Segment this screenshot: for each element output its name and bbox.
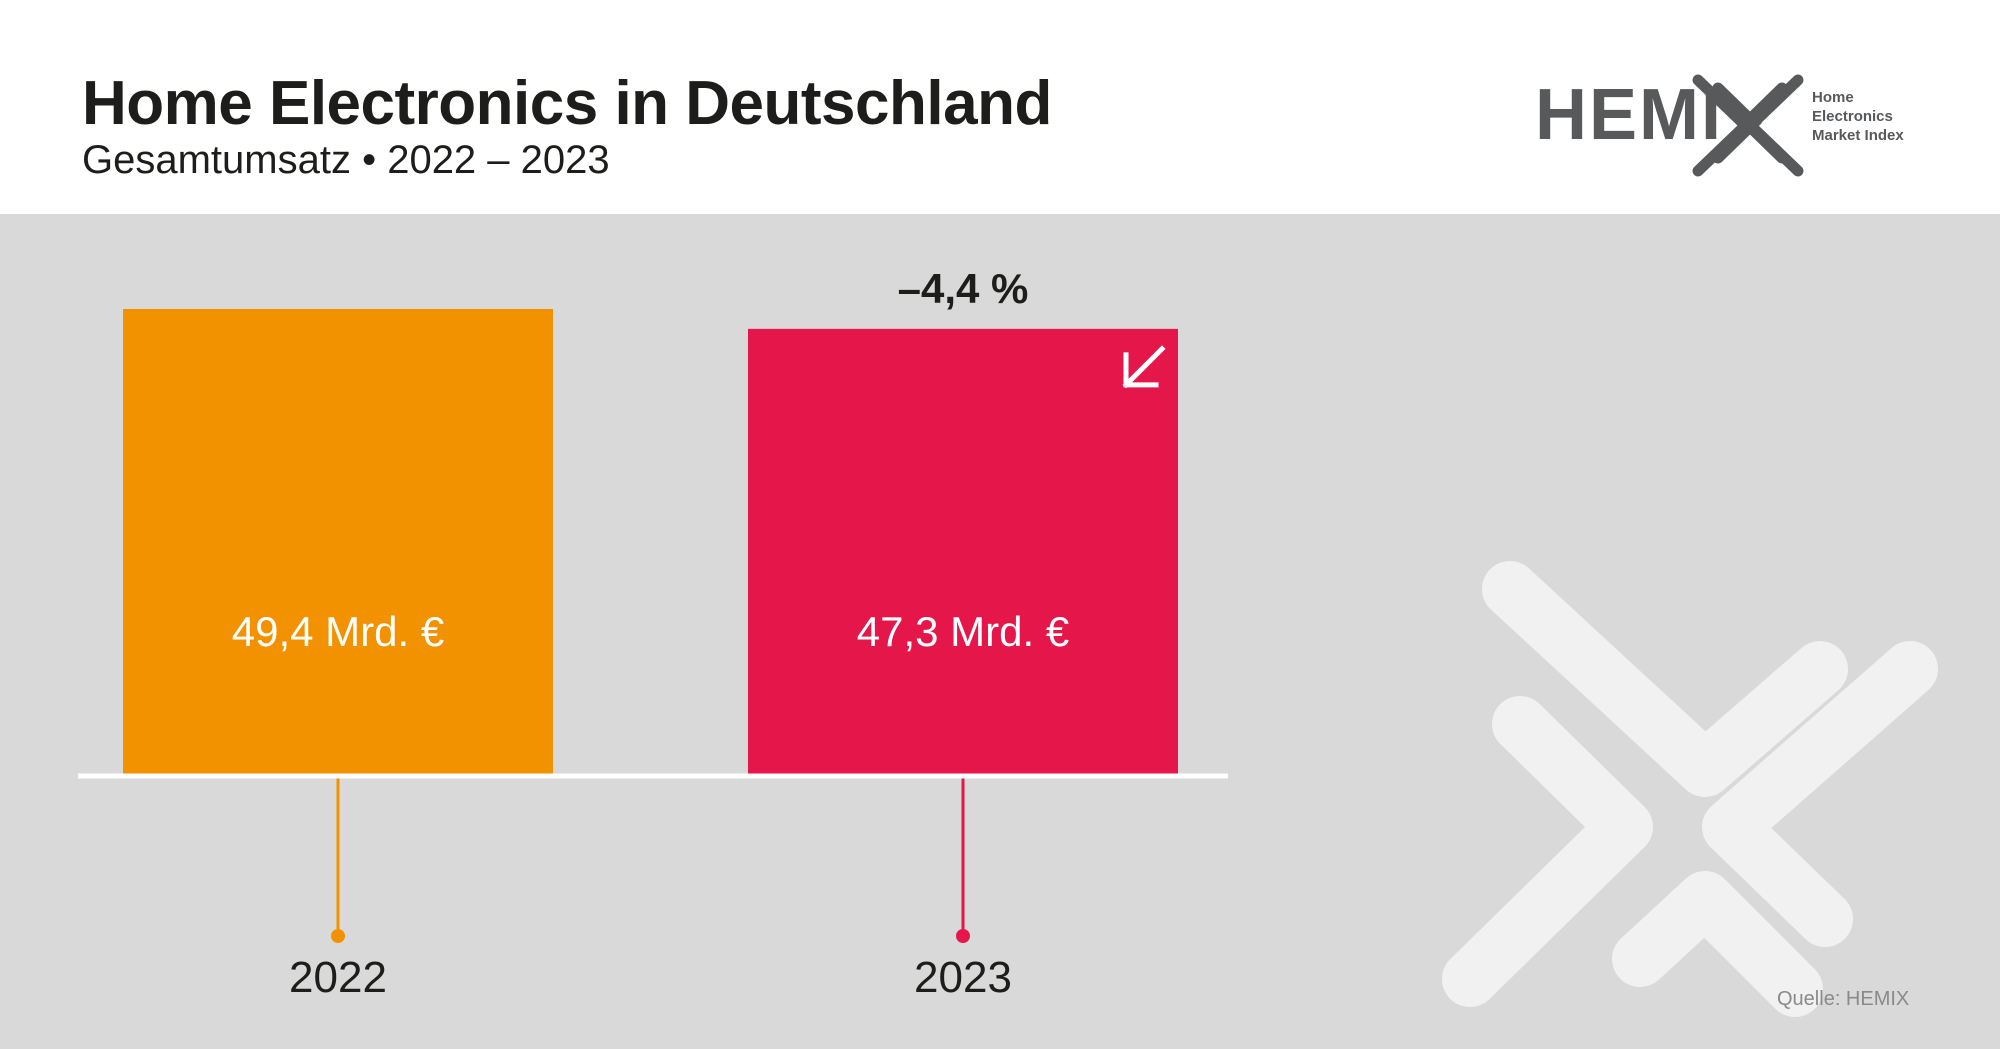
logo-tagline: Home Electronics Market Index bbox=[1812, 88, 1904, 145]
leader-dot-2023 bbox=[956, 929, 970, 943]
logo-x-icon bbox=[1690, 68, 1810, 183]
source-note: Quelle: HEMIX bbox=[1777, 988, 1909, 1011]
data-label-2023: 47,3 Mrd. € bbox=[857, 608, 1069, 655]
bar-2023 bbox=[748, 329, 1178, 776]
change-annotation: –4,4 % bbox=[898, 265, 1029, 312]
logo-tagline-line: Market Index bbox=[1812, 126, 1904, 145]
header: Home Electronics in Deutschland Gesamtum… bbox=[0, 0, 2000, 214]
bar-chart: 49,4 Mrd. € 2022 47,3 Mrd. € 2023 –4,4 % bbox=[0, 214, 2000, 1049]
data-label-2022: 49,4 Mrd. € bbox=[232, 608, 444, 655]
page-title: Home Electronics in Deutschland bbox=[82, 68, 1052, 139]
chart-area: 49,4 Mrd. € 2022 47,3 Mrd. € 2023 –4,4 % Que… bbox=[0, 214, 2000, 1049]
leader-dot-2022 bbox=[331, 929, 345, 943]
logo-tagline-line: Home bbox=[1812, 88, 1904, 107]
logo-tagline-line: Electronics bbox=[1812, 107, 1904, 126]
page-subtitle: Gesamtumsatz • 2022 – 2023 bbox=[82, 138, 610, 183]
x-tick-label-2022: 2022 bbox=[289, 953, 387, 1002]
bar-2022 bbox=[123, 309, 553, 776]
x-tick-label-2023: 2023 bbox=[914, 953, 1012, 1002]
